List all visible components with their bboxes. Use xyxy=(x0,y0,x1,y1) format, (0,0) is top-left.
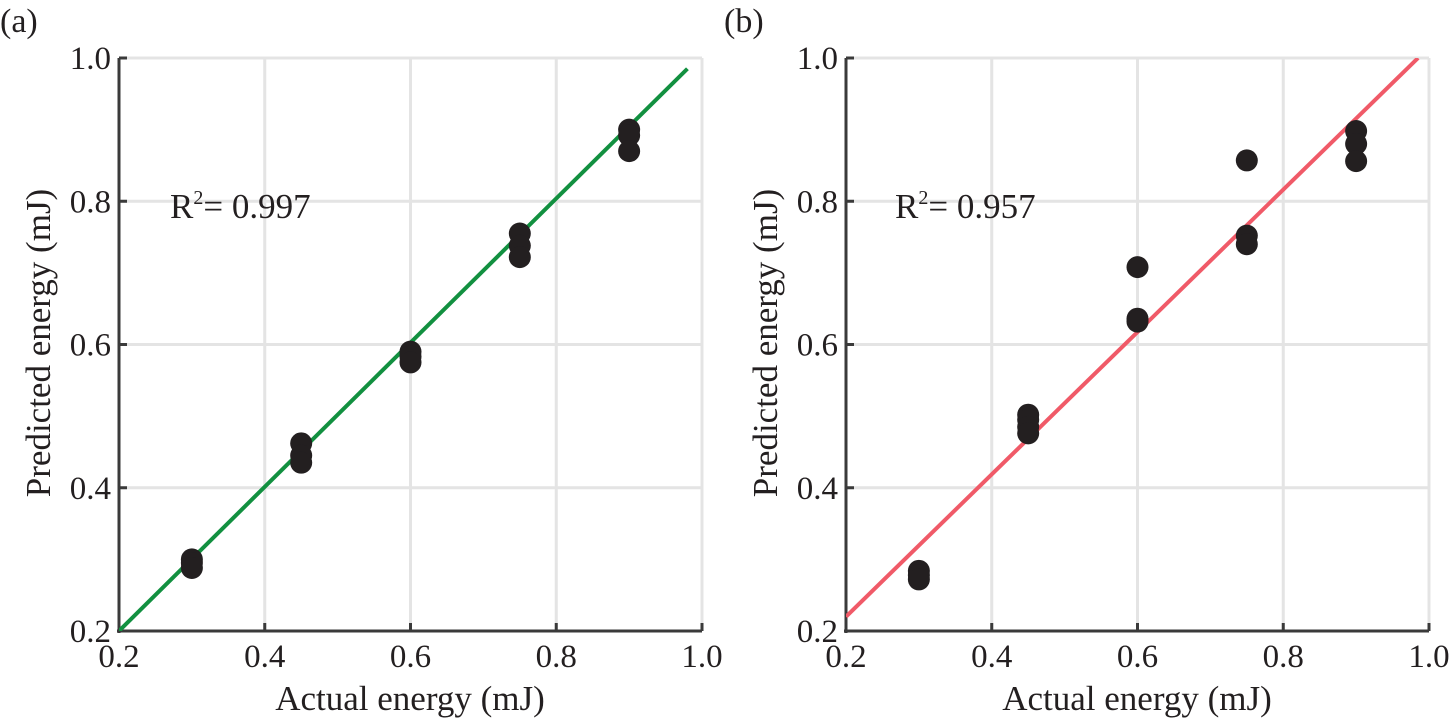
panel-b-y-tick-label: 1.0 xyxy=(797,41,838,77)
panel-a-x-tick-label: 0.8 xyxy=(536,639,577,675)
panel-b-r-squared: R2= 0.957 xyxy=(895,187,1036,226)
panel-a-r-squared-value: = 0.997 xyxy=(203,187,310,226)
panel-b-label: (b) xyxy=(724,3,764,40)
panel-a-y-axis-label: Predicted energy (mJ) xyxy=(19,189,58,497)
panel-b-y-tick-label: 0.8 xyxy=(797,184,838,220)
panel-a-data-point xyxy=(618,140,641,163)
panel-a-x-tick-label: 0.2 xyxy=(98,639,139,675)
panel-a-r-squared-prefix: R xyxy=(170,187,194,226)
panel-a-x-axis-label: Actual energy (mJ) xyxy=(275,679,545,718)
panel-a-data-point xyxy=(180,556,203,579)
panel-a-data-point xyxy=(399,351,422,374)
panel-a-plot: 0.2 0.4 0.6 0.8 1.0 0.2 0.4 0.6 0.8 1.0 xyxy=(70,41,723,675)
panel-b-r-squared-sup: 2 xyxy=(918,187,928,209)
panel-a-y-tick-label: 0.6 xyxy=(70,328,111,364)
panel-a-data-point xyxy=(508,246,531,269)
panel-b-data-point xyxy=(1235,149,1258,172)
panel-a: (a) 0.2 0.4 0.6 0.8 1.0 0.2 0.4 0.6 0.8 1.0 Actua… xyxy=(0,3,723,718)
panel-b-x-tick-label: 0.6 xyxy=(1117,639,1158,675)
panel-b: (b) 0.2 0.4 0.6 0.8 1.0 0.2 0.4 0.6 0.8 1.0 Actua… xyxy=(724,3,1450,718)
panel-b-data-point xyxy=(1126,310,1149,333)
panel-a-y-tick-label: 0.4 xyxy=(70,471,111,507)
panel-b-plot: 0.2 0.4 0.6 0.8 1.0 0.2 0.4 0.6 0.8 1.0 xyxy=(797,41,1450,675)
panel-a-r-squared: R2= 0.997 xyxy=(170,187,311,226)
panel-b-data-point xyxy=(1126,256,1149,279)
panel-b-y-tick-label: 0.6 xyxy=(797,328,838,364)
panel-a-y-tick-label: 1.0 xyxy=(70,41,111,77)
panel-b-data-point xyxy=(1235,233,1258,256)
panel-a-r-squared-sup: 2 xyxy=(193,187,203,209)
panel-b-data-point xyxy=(1017,422,1040,445)
panel-b-x-tick-label: 1.0 xyxy=(1408,639,1449,675)
panel-a-label: (a) xyxy=(0,3,38,40)
panel-b-x-axis-label: Actual energy (mJ) xyxy=(1002,679,1272,718)
panel-b-data-point xyxy=(1345,150,1368,173)
panel-a-x-tick-label: 0.4 xyxy=(244,639,285,675)
panel-b-x-tick-label: 0.4 xyxy=(971,639,1012,675)
panel-a-data-point xyxy=(290,451,313,474)
panel-b-data-point xyxy=(1345,132,1368,155)
panel-b-x-tick-label: 0.8 xyxy=(1263,639,1304,675)
panel-b-r-squared-value: = 0.957 xyxy=(928,187,1035,226)
panel-b-r-squared-prefix: R xyxy=(895,187,919,226)
panel-a-x-tick-label: 0.6 xyxy=(390,639,431,675)
panel-b-y-tick-label: 0.4 xyxy=(797,471,838,507)
panel-b-fit-line xyxy=(846,58,1420,619)
panel-a-y-tick-label: 0.8 xyxy=(70,184,111,220)
panel-b-y-axis-label: Predicted energy (mJ) xyxy=(746,189,785,497)
panel-a-x-tick-label: 1.0 xyxy=(681,639,722,675)
panel-a-y-tick-label: 0.2 xyxy=(70,614,111,650)
panel-b-x-tick-label: 0.2 xyxy=(825,639,866,675)
panel-a-data-point xyxy=(618,124,641,147)
panel-b-data-point xyxy=(907,568,930,591)
panel-b-y-tick-label: 0.2 xyxy=(797,614,838,650)
